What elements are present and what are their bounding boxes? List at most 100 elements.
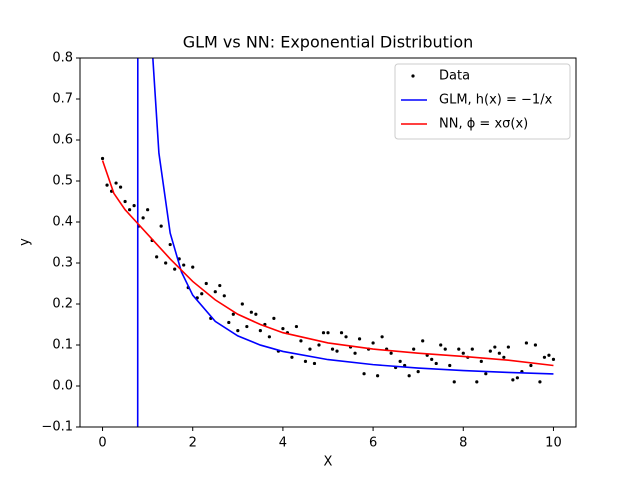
data-point	[551, 357, 556, 361]
data-point	[515, 376, 519, 380]
data-point	[317, 343, 321, 347]
data-point	[312, 361, 317, 366]
data-point	[249, 310, 253, 314]
data-point	[511, 378, 515, 382]
data-point	[326, 331, 330, 335]
y-axis-label: y	[18, 238, 33, 246]
data-point	[371, 341, 375, 345]
data-point	[303, 359, 308, 363]
series-line	[101, 160, 554, 367]
legend-marker	[411, 74, 415, 78]
data-point	[488, 349, 492, 353]
axes-frame	[79, 57, 577, 428]
data-point	[362, 372, 366, 376]
data-point	[470, 347, 474, 351]
data-point	[105, 183, 109, 187]
data-point	[380, 335, 384, 339]
data-point	[321, 331, 326, 335]
data-point	[231, 312, 235, 316]
y-tick-label: 0.4	[52, 215, 73, 230]
data-point	[457, 347, 461, 351]
data-point	[484, 372, 488, 376]
data-point	[123, 199, 127, 204]
data-point	[155, 255, 159, 259]
data-point	[506, 345, 510, 349]
data-point	[493, 345, 497, 349]
data-point	[502, 355, 506, 359]
data-point	[330, 347, 335, 351]
x-tick-label: 2	[189, 436, 197, 451]
data-point	[294, 324, 299, 329]
x-tick-label: 0	[98, 436, 106, 451]
data-point	[452, 380, 456, 384]
y-tick-label: 0.7	[52, 92, 73, 107]
data-point	[448, 363, 452, 368]
data-point	[118, 185, 123, 189]
series-line	[136, 58, 554, 427]
data-point	[475, 380, 479, 384]
data-point	[128, 208, 132, 212]
data-point	[218, 283, 222, 288]
data-point	[339, 331, 344, 335]
legend-label: NN, ϕ = xσ(x)	[439, 117, 528, 132]
data-point	[443, 347, 447, 351]
data-point	[542, 355, 547, 359]
y-tick-label: 0.0	[52, 379, 73, 394]
y-tick-label: −0.1	[41, 420, 73, 435]
data-point	[389, 351, 393, 355]
data-point	[416, 370, 420, 374]
data-point	[159, 224, 163, 228]
data-point	[357, 337, 362, 341]
data-point	[227, 320, 231, 325]
data-point	[398, 359, 402, 363]
data-point	[191, 265, 195, 269]
data-point	[434, 361, 438, 366]
data-point	[353, 351, 357, 355]
data-point	[146, 208, 150, 212]
data-point	[173, 267, 177, 271]
data-point	[299, 339, 303, 343]
data-point	[497, 351, 501, 355]
x-tick-label: 10	[545, 436, 562, 451]
x-tick-label: 4	[279, 436, 287, 451]
data-point	[421, 339, 425, 343]
data-point	[524, 341, 529, 345]
data-point	[335, 349, 339, 353]
data-point	[213, 290, 217, 294]
data-point	[141, 216, 145, 220]
data-point	[245, 324, 249, 329]
x-tick-label: 8	[459, 436, 467, 451]
data-point	[533, 343, 538, 347]
x-axis-label: X	[324, 455, 333, 470]
data-point	[547, 353, 551, 357]
y-tick-label: 0.5	[52, 174, 73, 189]
data-point	[200, 292, 204, 296]
data-point	[168, 242, 172, 247]
data-point	[281, 327, 285, 331]
legend-label: Data	[439, 69, 470, 84]
data-point	[376, 374, 380, 378]
legend-box	[394, 63, 571, 140]
data-point	[204, 281, 208, 286]
data-point	[479, 359, 483, 363]
data-point	[272, 316, 276, 320]
data-point	[308, 347, 312, 351]
data-point	[258, 329, 262, 333]
data-point	[164, 261, 168, 265]
data-point	[222, 294, 226, 298]
data-point	[430, 357, 434, 361]
data-point	[529, 363, 533, 368]
data-point	[439, 343, 443, 347]
y-tick-label: 0.8	[52, 51, 73, 66]
y-tick-label: 0.1	[52, 338, 73, 353]
data-point	[236, 329, 240, 333]
y-tick-label: 0.3	[52, 256, 73, 271]
data-point	[407, 374, 411, 378]
x-tick-label: 6	[369, 436, 377, 451]
data-point	[100, 156, 105, 161]
plot-area	[100, 58, 556, 427]
data-point	[132, 204, 136, 208]
data-point	[412, 347, 416, 351]
